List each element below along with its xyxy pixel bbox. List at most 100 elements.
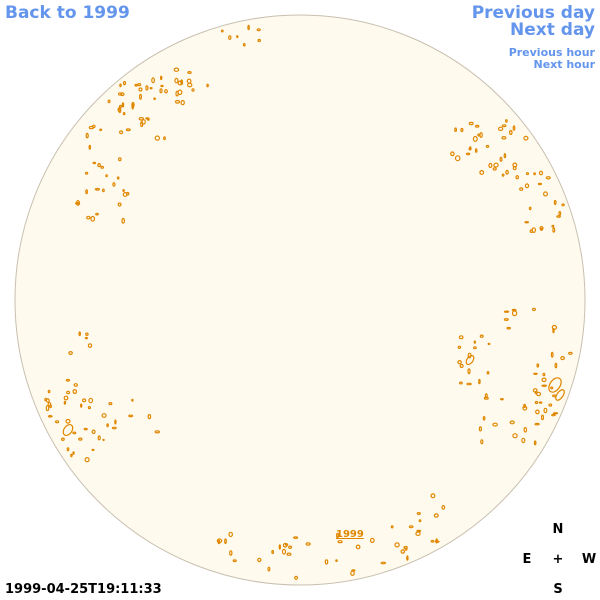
feature-contour	[512, 165, 517, 171]
feature-contour	[492, 167, 497, 171]
feature-contour	[220, 29, 224, 33]
feature-contour	[459, 381, 463, 385]
feature-contour	[72, 431, 77, 435]
feature-contour	[441, 505, 446, 510]
feature-contour	[112, 182, 116, 187]
feature-contour	[122, 189, 125, 193]
feature-contour	[457, 345, 462, 349]
feature-contour	[487, 342, 491, 346]
feature-contour	[524, 220, 530, 224]
feature-contour	[532, 388, 538, 393]
feature-contour	[147, 414, 152, 420]
feature-contour	[186, 78, 192, 84]
next-day-link[interactable]: Next day	[510, 20, 595, 40]
observation-timestamp: 1999-04-25T19:11:33	[5, 582, 162, 597]
feature-contour	[84, 171, 89, 175]
feature-contour	[177, 80, 183, 86]
feature-contour	[85, 332, 89, 336]
feature-contour	[369, 537, 375, 544]
feature-contour	[501, 173, 505, 177]
feature-contour	[550, 351, 554, 358]
feature-contour	[473, 346, 477, 350]
feature-contour	[552, 412, 559, 415]
feature-contour	[117, 92, 123, 96]
feature-contour	[478, 426, 482, 432]
feature-contour	[552, 327, 555, 334]
feature-contour	[450, 151, 455, 157]
back-to-year-link[interactable]: Back to 1999	[5, 3, 130, 23]
feature-contour	[228, 35, 232, 40]
feature-contour	[482, 415, 486, 421]
feature-contour	[141, 119, 146, 125]
feature-contour	[224, 538, 227, 545]
feature-contour	[81, 398, 87, 403]
feature-contour	[278, 544, 281, 550]
compass-north-label: N	[552, 522, 564, 537]
feature-contour	[151, 77, 156, 84]
feature-contour	[70, 453, 73, 458]
feature-contour	[390, 525, 394, 529]
feature-contour	[83, 427, 88, 431]
feature-contour	[336, 532, 340, 539]
feature-contour	[95, 212, 99, 216]
feature-contour	[488, 162, 493, 169]
feature-contour	[78, 331, 81, 337]
disk-year-link[interactable]: 1999	[336, 529, 364, 540]
feature-contour	[118, 104, 123, 109]
compass-east-label: E	[522, 552, 532, 567]
feature-contour	[68, 351, 73, 356]
feature-contour	[468, 121, 474, 126]
feature-contour	[485, 144, 490, 148]
feature-contour	[154, 430, 160, 434]
feature-contour	[72, 389, 78, 395]
feature-contour	[533, 372, 538, 375]
previous-hour-link[interactable]: Previous hour	[508, 46, 595, 59]
feature-contour	[459, 363, 464, 369]
previous-day-link[interactable]: Previous day	[471, 3, 595, 23]
feature-contour	[548, 377, 562, 393]
feature-contour	[539, 226, 544, 231]
feature-contour	[79, 403, 83, 408]
feature-contour	[228, 531, 234, 538]
feature-contour	[521, 437, 526, 444]
feature-contour	[500, 398, 504, 401]
feature-contour	[531, 307, 536, 312]
feature-contour	[101, 188, 105, 193]
feature-contour	[63, 395, 69, 401]
feature-contour	[512, 433, 518, 439]
feature-contour	[534, 400, 539, 405]
feature-contour	[206, 83, 209, 88]
feature-contour	[523, 135, 529, 141]
feature-contour	[257, 557, 262, 563]
feature-contour	[62, 423, 74, 437]
next-hour-link[interactable]: Next hour	[533, 58, 596, 71]
feature-contour	[552, 227, 556, 233]
feature-contour	[232, 559, 237, 563]
feature-contour	[102, 438, 105, 442]
feature-contour	[288, 545, 293, 549]
feature-contour	[561, 203, 565, 207]
feature-contour	[85, 189, 88, 195]
feature-contour	[538, 401, 543, 404]
feature-contour	[125, 191, 130, 196]
feature-contour	[119, 83, 122, 88]
feature-contour	[118, 157, 122, 162]
feature-contour	[88, 125, 94, 130]
feature-contour	[350, 570, 355, 577]
feature-contour	[267, 566, 271, 572]
feature-contour	[499, 156, 503, 162]
feature-contour	[86, 215, 91, 220]
feature-contour	[87, 406, 92, 410]
feature-contour	[101, 413, 107, 418]
feature-contour	[430, 493, 436, 499]
feature-contour	[154, 135, 160, 141]
feature-contour	[486, 370, 490, 375]
feature-contour	[512, 125, 516, 131]
feature-contour	[467, 368, 471, 375]
feature-contour	[533, 172, 536, 176]
feature-contour	[493, 162, 499, 168]
feature-contour	[492, 422, 498, 427]
feature-contour	[394, 542, 400, 548]
feature-contour	[435, 538, 438, 544]
